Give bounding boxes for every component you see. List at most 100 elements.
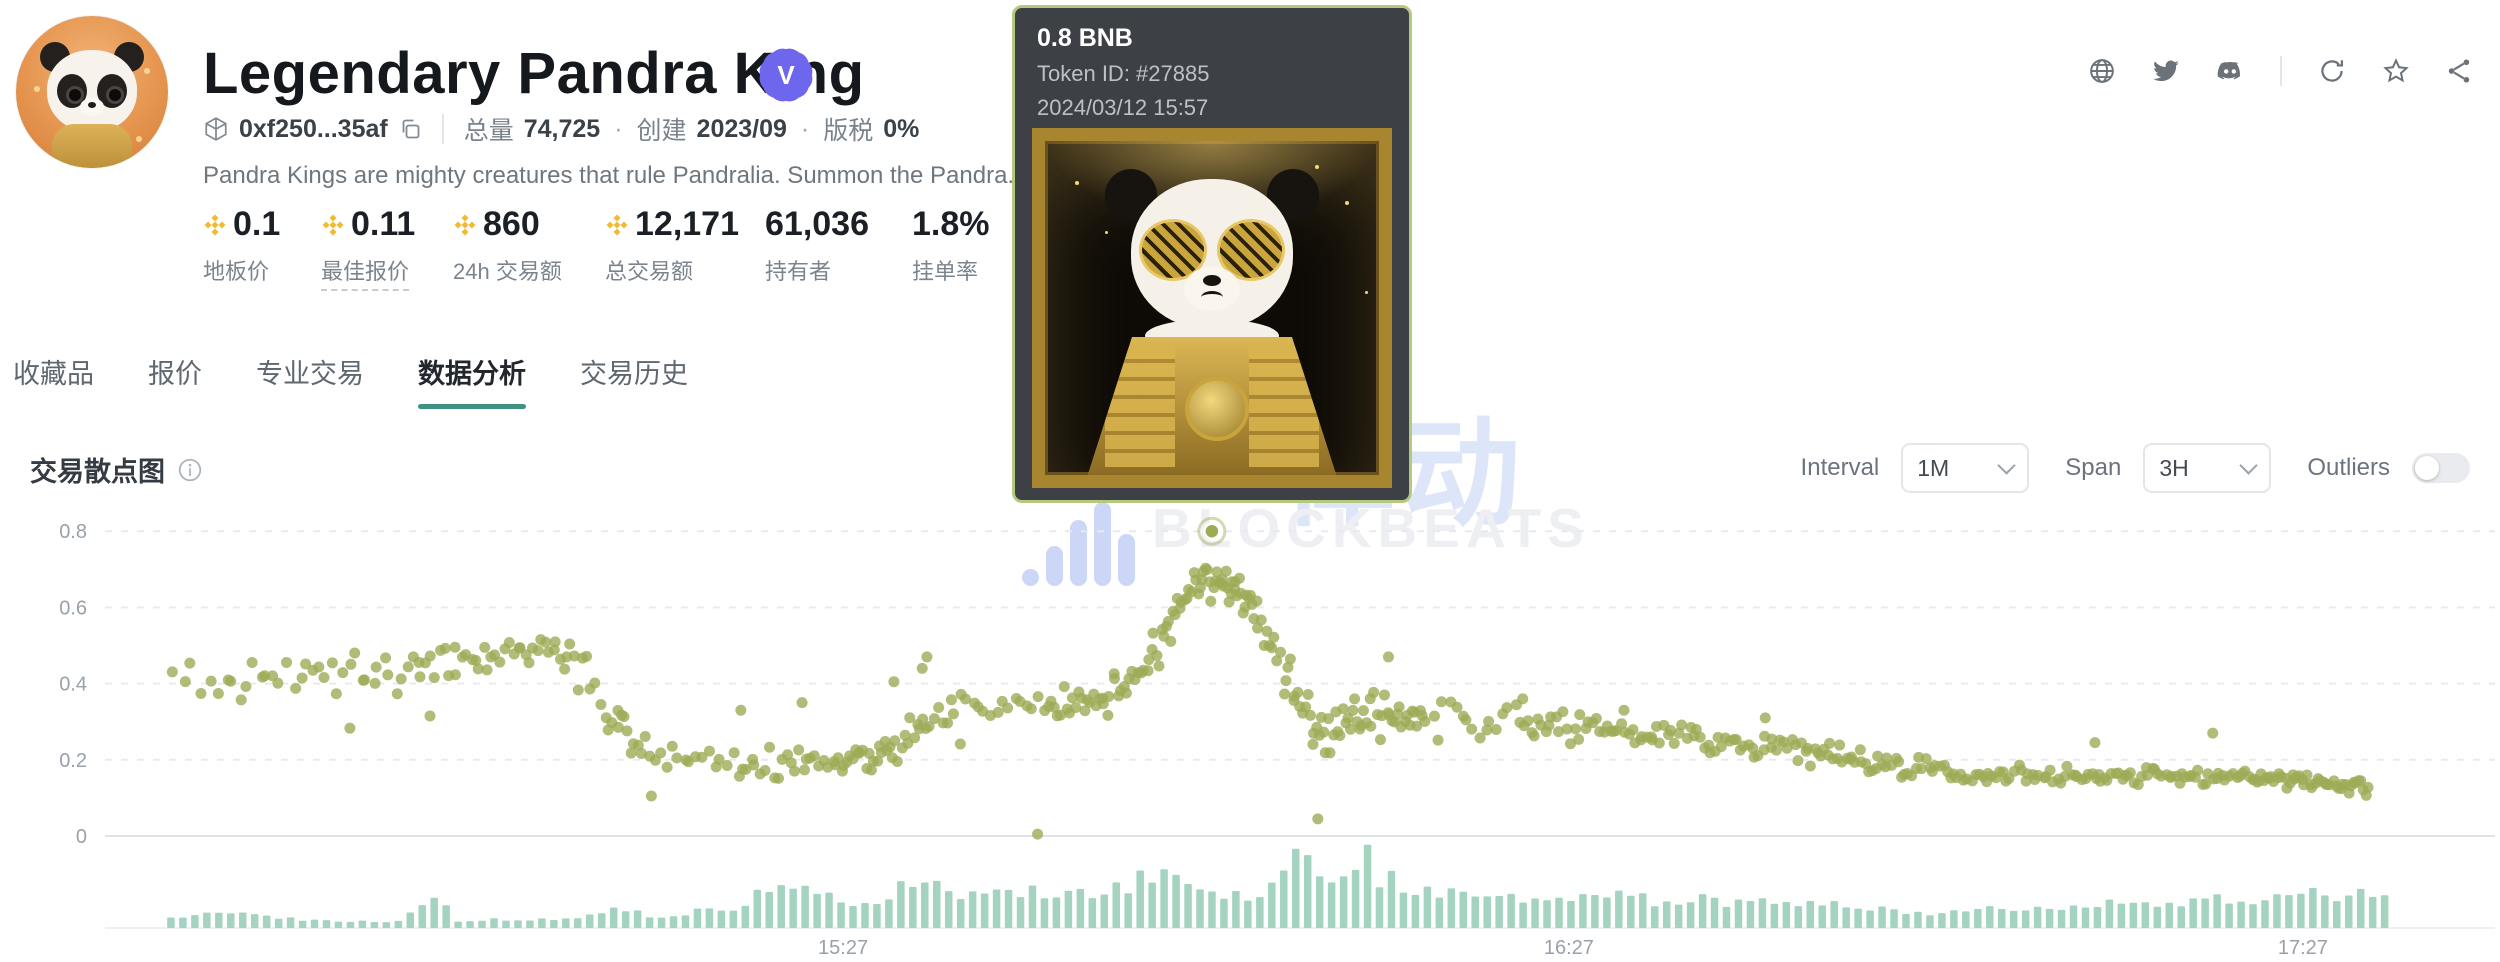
scatter-point[interactable] xyxy=(1251,595,1263,607)
volume-bar[interactable] xyxy=(286,917,295,928)
tab-offers[interactable]: 报价 xyxy=(148,359,202,389)
scatter-point[interactable] xyxy=(1266,642,1278,654)
scatter-point[interactable] xyxy=(564,638,576,650)
volume-bar[interactable] xyxy=(490,918,498,928)
scatter-point[interactable] xyxy=(1304,709,1316,721)
scatter-point[interactable] xyxy=(1374,734,1386,746)
scatter-point[interactable] xyxy=(1432,734,1444,746)
scatter-point[interactable] xyxy=(1460,714,1472,726)
scatter-point[interactable] xyxy=(1268,631,1280,643)
scatter-point[interactable] xyxy=(470,654,482,666)
scatter-point[interactable] xyxy=(1382,651,1394,663)
volume-bar[interactable] xyxy=(1447,888,1456,928)
volume-bar[interactable] xyxy=(968,891,977,928)
scatter-point[interactable] xyxy=(479,641,491,653)
volume-bar[interactable] xyxy=(2368,896,2377,928)
volume-bar[interactable] xyxy=(1507,893,1515,928)
volume-bar[interactable] xyxy=(2153,906,2162,928)
volume-bar[interactable] xyxy=(1124,893,1132,928)
scatter-point[interactable] xyxy=(1284,653,1296,665)
volume-bar[interactable] xyxy=(597,913,606,928)
scatter-point[interactable] xyxy=(1570,723,1582,735)
scatter-point[interactable] xyxy=(1318,726,1330,738)
scatter-point[interactable] xyxy=(1147,627,1159,639)
volume-bar[interactable] xyxy=(322,920,331,928)
scatter-point[interactable] xyxy=(589,677,601,689)
scatter-point[interactable] xyxy=(933,701,945,713)
scatter-point[interactable] xyxy=(581,650,593,662)
volume-bar[interactable] xyxy=(1866,910,1874,928)
scatter-point[interactable] xyxy=(1048,701,1060,713)
scatter-point[interactable] xyxy=(713,753,725,765)
volume-bar[interactable] xyxy=(1172,874,1180,928)
volume-bar[interactable] xyxy=(298,920,307,928)
scatter-point[interactable] xyxy=(1694,731,1706,743)
scatter-point[interactable] xyxy=(942,717,954,729)
scatter-point[interactable] xyxy=(439,642,451,654)
scatter-point[interactable] xyxy=(1275,646,1287,658)
scatter-point[interactable] xyxy=(1032,691,1044,703)
scatter-point[interactable] xyxy=(865,764,877,776)
scatter-point[interactable] xyxy=(1324,747,1336,759)
scatter-point[interactable] xyxy=(1653,737,1665,749)
volume-bar[interactable] xyxy=(1363,844,1372,928)
website-icon[interactable] xyxy=(2088,57,2116,85)
scatter-point[interactable] xyxy=(1616,718,1628,730)
volume-bar[interactable] xyxy=(1184,883,1192,928)
scatter-point[interactable] xyxy=(424,650,436,662)
volume-bar[interactable] xyxy=(502,920,510,928)
volume-bar[interactable] xyxy=(2297,893,2305,928)
scatter-point[interactable] xyxy=(1368,686,1380,698)
volume-bar[interactable] xyxy=(1423,886,1432,928)
scatter-point[interactable] xyxy=(1770,744,1782,756)
volume-bar[interactable] xyxy=(466,921,474,928)
scatter-point[interactable] xyxy=(424,710,436,722)
volume-bar[interactable] xyxy=(897,881,905,928)
volume-bar[interactable] xyxy=(1662,901,1671,928)
volume-bar[interactable] xyxy=(909,886,917,928)
volume-bar[interactable] xyxy=(1818,905,1826,928)
scatter-point[interactable] xyxy=(748,759,760,771)
scatter-point[interactable] xyxy=(391,688,403,700)
scatter-point[interactable] xyxy=(904,712,916,724)
scatter-point[interactable] xyxy=(1561,723,1573,735)
scatter-point[interactable] xyxy=(612,721,624,733)
scatter-point[interactable] xyxy=(318,671,330,683)
volume-bar[interactable] xyxy=(2069,905,2078,928)
volume-bar[interactable] xyxy=(753,889,762,928)
volume-bar[interactable] xyxy=(1256,897,1264,928)
scatter-point[interactable] xyxy=(449,641,461,653)
scatter-point[interactable] xyxy=(481,664,493,676)
volume-bar[interactable] xyxy=(2165,902,2174,928)
volume-bar[interactable] xyxy=(956,898,965,928)
scatter-point[interactable] xyxy=(1451,701,1463,713)
scatter-point[interactable] xyxy=(1419,715,1431,727)
scatter-point[interactable] xyxy=(1108,672,1120,684)
scatter-point[interactable] xyxy=(1411,720,1423,732)
scatter-point[interactable] xyxy=(1025,703,1037,715)
volume-bar[interactable] xyxy=(1112,882,1120,928)
outliers-toggle[interactable] xyxy=(2412,453,2470,483)
tab-collectibles[interactable]: 收藏品 xyxy=(13,359,94,389)
volume-bar[interactable] xyxy=(1758,898,1767,928)
scatter-point[interactable] xyxy=(1357,705,1369,717)
scatter-point[interactable] xyxy=(1220,565,1232,577)
scatter-point[interactable] xyxy=(523,657,535,669)
scatter-point[interactable] xyxy=(330,688,342,700)
scatter-point[interactable] xyxy=(1282,661,1294,673)
volume-bar[interactable] xyxy=(1148,882,1156,928)
volume-bar[interactable] xyxy=(705,908,714,928)
volume-bar[interactable] xyxy=(2009,910,2018,928)
scatter-point[interactable] xyxy=(2044,764,2056,776)
volume-bar[interactable] xyxy=(2225,903,2233,928)
volume-bar[interactable] xyxy=(1615,890,1623,928)
volume-bar[interactable] xyxy=(741,905,750,928)
scatter-point[interactable] xyxy=(296,672,308,684)
scatter-point[interactable] xyxy=(1618,704,1630,716)
volume-bar[interactable] xyxy=(681,915,690,928)
scatter-point[interactable] xyxy=(1292,686,1304,698)
volume-bar[interactable] xyxy=(1244,900,1252,928)
scatter-point[interactable] xyxy=(618,711,630,723)
volume-bar[interactable] xyxy=(382,922,391,928)
volume-bar[interactable] xyxy=(2213,894,2221,928)
